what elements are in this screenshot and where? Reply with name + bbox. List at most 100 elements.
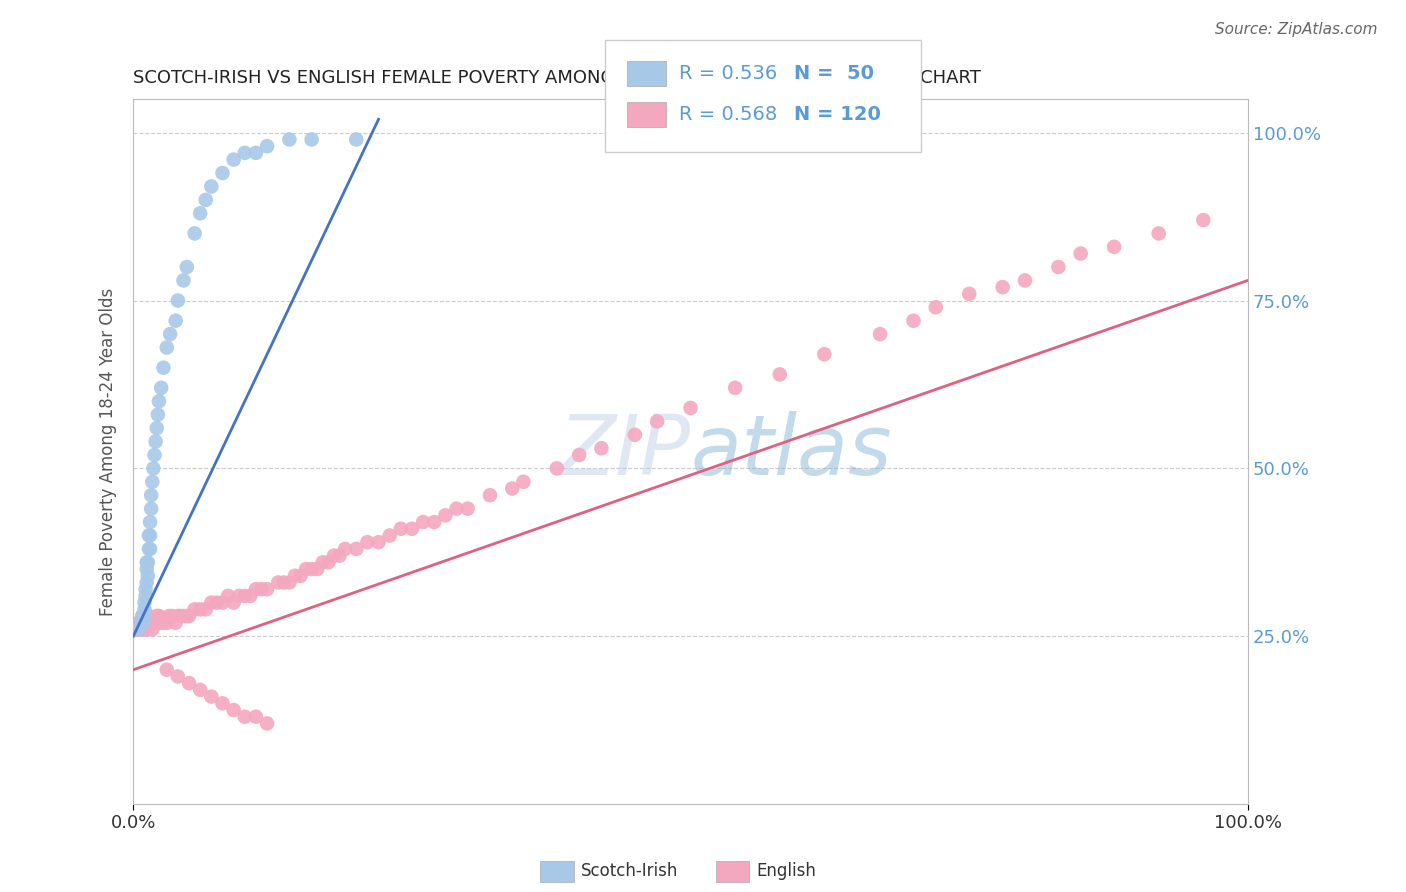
Point [278,575,301,590]
Point [135,623,157,637]
Point [139,541,162,556]
Point [134,609,156,624]
Point [129,623,152,637]
Point [141,501,163,516]
Point [132,615,155,630]
Point [423,515,446,529]
Point [591,441,613,455]
Point [724,381,747,395]
Point [903,314,925,328]
Point [273,575,295,590]
Point [167,293,190,308]
Point [128,615,150,630]
Point [250,582,273,597]
Point [148,609,170,624]
Point [162,609,184,624]
Point [323,549,346,563]
Point [128,623,150,637]
Point [132,615,155,630]
Point [284,568,307,582]
Text: N =  50: N = 50 [794,63,875,83]
Point [165,314,187,328]
Point [132,609,155,624]
Point [167,669,190,683]
Point [135,582,157,597]
Point [991,280,1014,294]
Point [135,562,157,576]
Point [222,153,245,167]
Point [211,696,233,710]
Point [138,541,160,556]
Point [177,609,200,624]
Point [200,690,222,704]
Point [141,615,163,630]
Point [141,623,163,637]
Point [146,609,169,624]
Point [1070,246,1092,260]
Point [156,663,179,677]
Point [183,602,205,616]
Point [135,615,157,630]
Point [769,368,792,382]
Point [157,609,180,624]
Point [267,575,290,590]
Text: R = 0.568: R = 0.568 [679,104,778,124]
Point [134,615,156,630]
Point [188,206,211,220]
Point [125,623,148,637]
Point [136,615,159,630]
Point [152,360,174,375]
Point [333,541,356,556]
Point [169,609,191,624]
Point [131,615,153,630]
Point [173,609,195,624]
Point [128,615,150,630]
Point [183,227,205,241]
Point [145,615,167,630]
Text: Scotch-Irish: Scotch-Irish [581,863,678,880]
Point [165,615,187,630]
Point [146,408,169,422]
Point [131,609,153,624]
Point [129,615,152,630]
Point [222,703,245,717]
Point [135,609,157,624]
Point [624,427,647,442]
Point [256,139,278,153]
Point [1147,227,1170,241]
Point [139,515,162,529]
Point [134,609,156,624]
Point [131,609,153,624]
Point [568,448,591,462]
Point [139,615,162,630]
Point [135,555,157,569]
Point [344,132,367,146]
Point [389,522,412,536]
Point [205,596,228,610]
Text: Source: ZipAtlas.com: Source: ZipAtlas.com [1215,22,1378,37]
Point [135,589,157,603]
Point [501,482,523,496]
Point [152,615,174,630]
Point [129,623,152,637]
Point [957,286,980,301]
Point [1102,240,1125,254]
Text: N = 120: N = 120 [794,104,882,124]
Point [142,615,165,630]
Point [245,582,267,597]
Point [156,341,179,355]
Point [135,615,157,630]
Point [131,623,153,637]
Point [143,448,166,462]
Point [546,461,568,475]
Point [512,475,534,489]
Point [457,501,479,516]
Point [278,132,301,146]
Point [301,562,323,576]
Point [143,615,166,630]
Point [141,475,163,489]
Point [136,568,159,582]
Point [145,609,167,624]
Text: R = 0.536: R = 0.536 [679,63,778,83]
Point [228,589,250,603]
